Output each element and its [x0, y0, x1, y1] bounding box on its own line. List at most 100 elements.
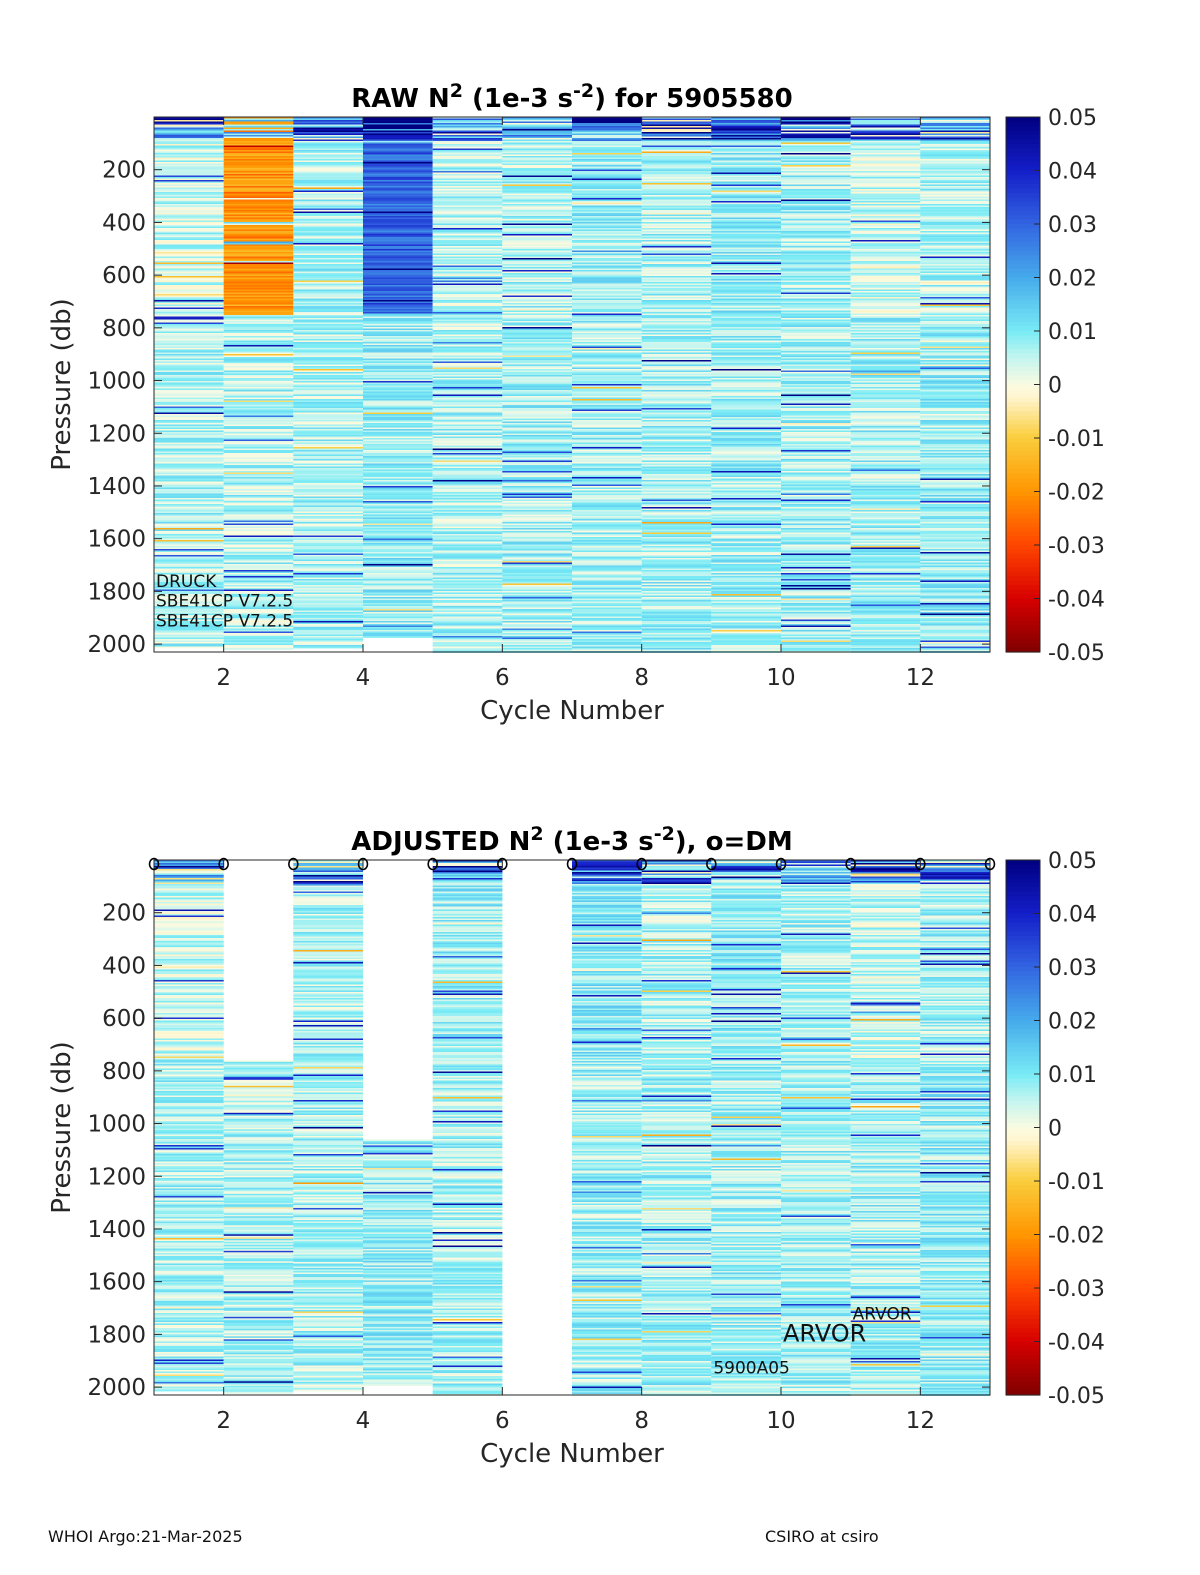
dm-marker	[148, 857, 160, 871]
axes-box	[153, 859, 991, 1396]
y-tick-label: 1200	[87, 421, 146, 447]
cycle-column-11	[850, 860, 921, 1396]
dm-marker	[218, 857, 229, 871]
colorbar-tick-label: -0.01	[1048, 427, 1105, 452]
y-tick-label: 2000	[87, 1375, 146, 1401]
x-tick-label: 4	[356, 665, 371, 691]
colorbar-tick-label: 0.01	[1048, 1063, 1097, 1088]
colorbar-tick-label: -0.01	[1048, 1170, 1105, 1195]
cycle-column-2	[223, 1060, 294, 1394]
y-tick-label: 1200	[87, 1164, 146, 1190]
cycle-column-1	[154, 117, 224, 649]
title-superscript: -2	[654, 823, 675, 845]
y-axis-label: Pressure (db)	[47, 298, 77, 471]
cycle-column-3	[293, 117, 363, 649]
annotation: 5900A05	[713, 1358, 790, 1378]
y-tick-label: 800	[102, 316, 146, 342]
colorbar-tick-label: -0.05	[1048, 641, 1105, 666]
x-tick-label: 2	[216, 1408, 231, 1434]
y-tick-label: 800	[102, 1059, 146, 1085]
annotation: ARVOR	[783, 1320, 866, 1348]
y-tick-label: 1000	[87, 369, 146, 395]
colorbar: 0.05 0.04 0.03 0.02 0.01 0 -0.01 -0.02 -0.03 -0.0…	[1005, 106, 1105, 666]
annotation: DRUCK	[156, 572, 217, 592]
colorbar-tick-label: -0.03	[1048, 1277, 1105, 1302]
title-superscript: 2	[530, 823, 543, 845]
annotation: SBE41CP V7.2.5	[156, 592, 293, 612]
y-tick-label: 200	[102, 901, 146, 927]
footer-right: CSIRO at csiro	[765, 1527, 879, 1546]
cycle-column-10	[781, 117, 851, 653]
cycle-column-7	[572, 117, 642, 653]
colorbar-tick-label: 0	[1048, 374, 1062, 399]
cycle-column-9	[711, 860, 781, 1396]
cycle-column-11	[850, 117, 921, 653]
adjusted-panel: 2 4 6 8 10 12 200 400 600 800 1000 1200 1400 1600 1800…	[47, 823, 1105, 1469]
title-superscript: 2	[450, 80, 463, 102]
axes-box	[153, 116, 991, 653]
cycle-column-12	[920, 117, 990, 653]
y-tick-label: 600	[102, 263, 146, 289]
y-tick-label: 1400	[87, 474, 146, 500]
x-tick-label: 6	[495, 1408, 510, 1434]
dm-marker	[566, 857, 578, 871]
cycle-column-10	[781, 860, 851, 1396]
y-tick-label: 2000	[87, 632, 146, 658]
colorbar-tick-label: 0.02	[1048, 267, 1097, 292]
y-tick-label: 1800	[87, 579, 146, 605]
footer-left: WHOI Argo:21-Mar-2025	[48, 1527, 243, 1546]
colorbar-tick-label: -0.02	[1048, 1224, 1105, 1249]
x-tick-label: 8	[634, 665, 649, 691]
x-tick-label: 10	[766, 1408, 795, 1434]
dm-marker	[984, 857, 996, 871]
annotation: SBE41CP V7.2.5	[156, 611, 293, 631]
dm-marker	[775, 857, 787, 871]
colorbar-tick-label: 0.05	[1048, 849, 1097, 874]
x-tick-label: 8	[634, 1408, 649, 1434]
chart-title: RAW N2 (1e-3 s-2) for 5905580	[351, 80, 793, 114]
cycle-column-9	[711, 117, 781, 653]
colorbar-tick-label: -0.04	[1048, 1331, 1105, 1356]
cycle-column-4	[363, 1139, 433, 1386]
colorbar-tick-label: 0.03	[1048, 213, 1097, 238]
x-axis-label: Cycle Number	[480, 1439, 664, 1469]
colorbar-tick-label: -0.05	[1048, 1384, 1105, 1409]
dm-marker	[915, 857, 926, 871]
y-tick-label: 1400	[87, 1217, 146, 1243]
colorbar-tick-label: 0.03	[1048, 956, 1097, 981]
colorbar-tick-label: 0.02	[1048, 1010, 1097, 1035]
colorbar-tick-label: 0.01	[1048, 320, 1097, 345]
dm-marker	[427, 857, 438, 871]
x-tick-label: 10	[766, 665, 795, 691]
cycle-column-12	[920, 860, 990, 1396]
dm-marker	[706, 857, 717, 871]
y-tick-label: 400	[102, 953, 146, 979]
cycle-column-7	[572, 860, 642, 1396]
y-tick-label: 400	[102, 210, 146, 236]
x-tick-label: 12	[906, 665, 935, 691]
dm-marker	[497, 857, 508, 871]
cycle-column-5	[432, 860, 503, 1396]
dm-marker	[636, 857, 647, 871]
y-tick-label: 600	[102, 1006, 146, 1032]
x-tick-label: 12	[906, 1408, 935, 1434]
y-tick-label: 200	[102, 158, 146, 184]
cycle-column-2	[223, 117, 294, 650]
cycle-column-1	[154, 860, 224, 1392]
x-tick-label: 6	[495, 665, 510, 691]
y-tick-label: 1600	[87, 1270, 146, 1296]
cycle-column-8	[641, 860, 712, 1396]
cycle-column-6	[502, 117, 572, 653]
colorbar-tick-label: -0.02	[1048, 481, 1105, 506]
y-axis-label: Pressure (db)	[47, 1041, 77, 1214]
y-tick-label: 1800	[87, 1322, 146, 1348]
cycle-column-4	[363, 117, 433, 638]
x-axis-label: Cycle Number	[480, 696, 664, 726]
cycle-column-3	[293, 860, 363, 1392]
cycle-column-8	[641, 117, 712, 653]
colorbar-tick-label: 0.04	[1048, 903, 1097, 928]
cycle-column-5	[432, 117, 503, 653]
annotation: ARVOR	[853, 1304, 912, 1324]
y-tick-label: 1600	[87, 527, 146, 553]
